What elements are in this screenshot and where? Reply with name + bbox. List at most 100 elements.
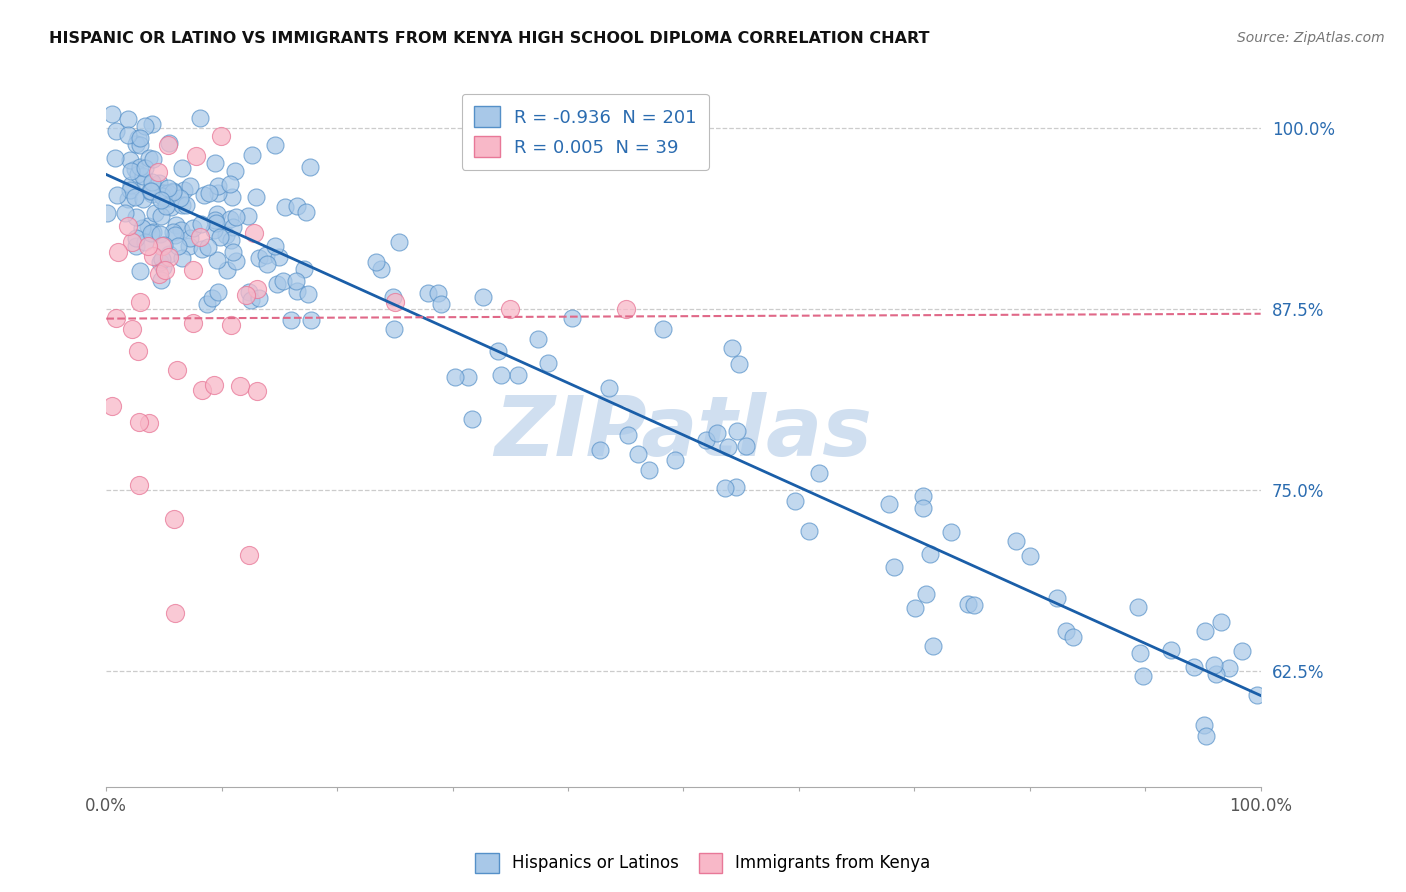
Point: [167, 239, 190, 253]
Point: [1211, 615, 1233, 629]
Point: [188, 111, 211, 125]
Point: [114, 206, 136, 220]
Point: [138, 416, 160, 430]
Point: [238, 285, 260, 299]
Point: [141, 175, 163, 189]
Point: [721, 341, 744, 355]
Point: [225, 253, 247, 268]
Point: [195, 297, 218, 311]
Point: [489, 368, 512, 382]
Point: [214, 228, 236, 243]
Point: [235, 288, 257, 302]
Point: [537, 356, 560, 370]
Point: [785, 494, 807, 508]
Point: [1129, 646, 1152, 660]
Point: [1005, 533, 1028, 548]
Point: [264, 239, 287, 253]
Point: [117, 128, 139, 142]
Point: [104, 124, 127, 138]
Point: [101, 399, 124, 413]
Point: [173, 183, 195, 197]
Point: [134, 161, 156, 175]
Point: [170, 161, 193, 176]
Point: [242, 226, 264, 240]
Point: [107, 244, 129, 259]
Point: [204, 213, 226, 227]
Point: [209, 229, 232, 244]
Point: [382, 322, 405, 336]
Point: [153, 186, 176, 200]
Point: [121, 322, 143, 336]
Point: [157, 247, 180, 261]
Point: [274, 200, 297, 214]
Point: [222, 245, 245, 260]
Point: [145, 206, 167, 220]
Point: [125, 238, 148, 252]
Point: [134, 174, 156, 188]
Point: [1194, 624, 1216, 639]
Point: [127, 343, 149, 358]
Point: [117, 193, 139, 207]
Point: [221, 190, 243, 204]
Point: [207, 179, 229, 194]
Point: [287, 199, 309, 213]
Point: [193, 187, 215, 202]
Point: [139, 227, 162, 241]
Point: [150, 252, 173, 267]
Point: [1246, 688, 1268, 702]
Point: [134, 235, 156, 249]
Point: [224, 163, 246, 178]
Point: [627, 447, 650, 461]
Point: [146, 164, 169, 178]
Point: [131, 221, 153, 235]
Point: [128, 415, 150, 429]
Point: [1132, 669, 1154, 683]
Point: [148, 267, 170, 281]
Point: [219, 211, 242, 226]
Point: [247, 251, 270, 265]
Point: [198, 186, 221, 201]
Point: [1062, 630, 1084, 644]
Point: [121, 235, 143, 249]
Point: [118, 183, 141, 197]
Point: [471, 290, 494, 304]
Point: [128, 137, 150, 152]
Point: [219, 233, 242, 247]
Point: [197, 240, 219, 254]
Point: [664, 452, 686, 467]
Point: [160, 200, 183, 214]
Point: [381, 289, 404, 303]
Point: [1182, 659, 1205, 673]
Point: [242, 147, 264, 161]
Point: [150, 189, 173, 203]
Point: [152, 260, 174, 274]
Point: [247, 291, 270, 305]
Point: [157, 137, 180, 152]
Point: [165, 606, 187, 620]
Point: [120, 163, 142, 178]
Point: [285, 285, 308, 299]
Point: [165, 218, 187, 232]
Point: [589, 443, 612, 458]
Point: [963, 598, 986, 612]
Point: [638, 463, 661, 477]
Point: [912, 489, 935, 503]
Point: [652, 322, 675, 336]
Point: [148, 176, 170, 190]
Point: [266, 277, 288, 291]
Point: [190, 218, 212, 232]
Point: [105, 188, 128, 202]
Point: [956, 597, 979, 611]
Point: [207, 186, 229, 200]
Point: [207, 207, 229, 221]
Point: [236, 209, 259, 223]
Point: [920, 547, 942, 561]
Point: [177, 239, 200, 253]
Point: [128, 264, 150, 278]
Point: [134, 120, 156, 134]
Point: [150, 239, 173, 253]
Point: [181, 262, 204, 277]
Point: [914, 587, 936, 601]
Point: [141, 117, 163, 131]
Point: [246, 384, 269, 398]
